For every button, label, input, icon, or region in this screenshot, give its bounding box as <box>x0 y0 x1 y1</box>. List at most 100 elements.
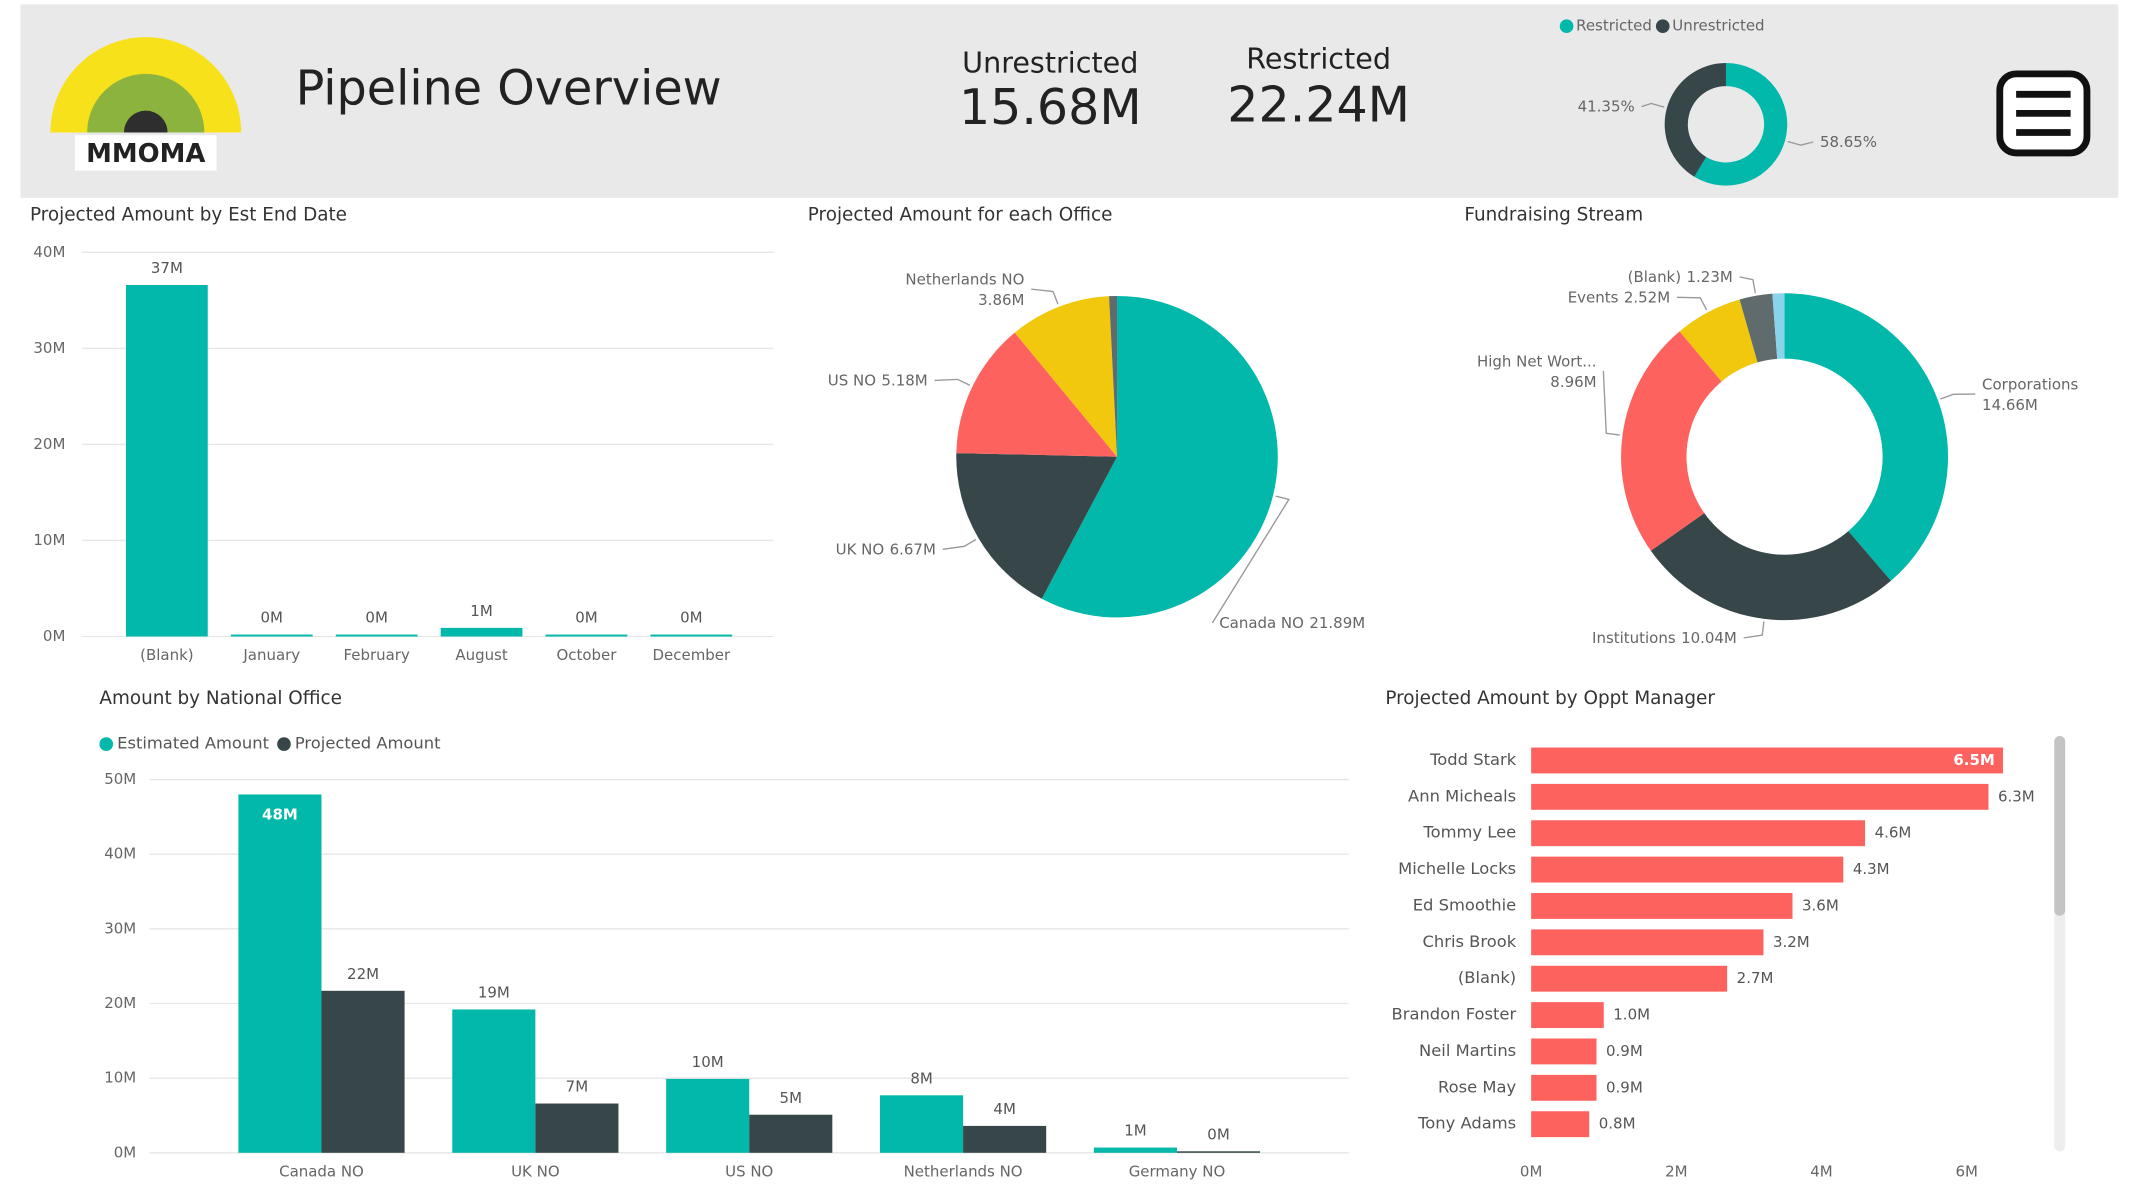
bar <box>535 1103 619 1153</box>
bar <box>1531 965 1728 992</box>
data-label: 19M <box>478 984 510 1002</box>
slice-label: Corporations 14.66M <box>1982 375 2078 413</box>
data-label: 0M <box>261 609 283 627</box>
slice-name: US NO <box>828 371 876 389</box>
y-tick-label: Chris Brook <box>1422 932 1516 951</box>
bar <box>1531 893 1793 919</box>
slice-value: 10.04M <box>1681 628 1737 646</box>
y-tick-label: (Blank) <box>1458 968 1516 987</box>
y-tick-label: Brandon Foster <box>1392 1005 1517 1024</box>
bar <box>880 1095 964 1153</box>
bar <box>1531 1038 1597 1065</box>
leader-line <box>1676 296 1708 311</box>
y-tick-label: 30M <box>104 919 136 937</box>
slice-label: (Blank) 1.23M <box>1628 267 1733 285</box>
y-tick-label: Todd Stark <box>1429 750 1517 769</box>
data-label: 0.8M <box>1599 1115 1636 1133</box>
slice <box>956 332 1118 457</box>
bar <box>452 1009 536 1153</box>
x-tick-label: Netherlands NO <box>904 1162 1023 1180</box>
chart-title: Projected Amount by Oppt Manager <box>1385 688 1715 709</box>
logo-arc <box>123 110 168 133</box>
bar <box>335 634 418 637</box>
slice-name: Netherlands NO <box>905 270 1024 288</box>
x-tick-label: December <box>653 646 731 664</box>
kpi-value: 15.68M <box>959 78 1142 136</box>
x-tick-label: 4M <box>1810 1162 1832 1180</box>
slice-name: Canada NO <box>1219 613 1304 631</box>
legend-label: Unrestricted <box>1672 17 1764 35</box>
y-tick-label: 0M <box>43 627 65 645</box>
y-tick-label: Neil Martins <box>1419 1041 1516 1060</box>
data-label: 22M <box>347 965 379 983</box>
leader-line <box>1211 495 1290 624</box>
slice <box>1014 296 1118 457</box>
legend-marker <box>1655 19 1670 34</box>
bar <box>963 1125 1047 1153</box>
y-tick-label: Ed Smoothie <box>1413 895 1516 914</box>
y-tick-label: 10M <box>33 531 65 549</box>
bar <box>238 794 322 1153</box>
x-tick-label: Canada NO <box>279 1162 364 1180</box>
slice-label: 41.35% <box>1578 97 1635 115</box>
slice-value: 1.23M <box>1687 267 1733 285</box>
x-tick-label: US NO <box>725 1162 773 1180</box>
legend-marker <box>277 737 291 751</box>
x-tick-label: January <box>242 646 300 664</box>
y-tick-label: 40M <box>33 243 65 261</box>
kpi-label: Unrestricted <box>962 45 1138 79</box>
chart-title: Amount by National Office <box>99 688 341 709</box>
scrollbar-thumb[interactable] <box>2054 735 2066 916</box>
chart-title: Projected Amount for each Office <box>808 205 1113 226</box>
data-label: 0M <box>680 609 702 627</box>
leader-line <box>934 378 971 386</box>
slice-value: 2.52M <box>1624 288 1670 306</box>
data-label: 0M <box>575 609 597 627</box>
data-label: 8M <box>910 1069 932 1087</box>
bar <box>230 634 313 637</box>
slice-name: High Net Wort... <box>1477 352 1597 370</box>
slice-value: 6.67M <box>890 540 936 558</box>
slice-label: Netherlands NO 3.86M <box>905 270 1024 308</box>
logo-plate <box>74 135 217 171</box>
kpi-value: 22.24M <box>1227 75 1410 133</box>
page-title: Pipeline Overview <box>296 62 722 117</box>
bar <box>1531 856 1844 883</box>
bar <box>1531 747 2003 774</box>
data-label: 0.9M <box>1606 1042 1643 1060</box>
y-tick-label: 0M <box>114 1143 136 1161</box>
data-label: 48M <box>262 805 298 823</box>
data-label: 6.5M <box>1953 751 1994 769</box>
leader-line <box>1940 393 1976 400</box>
bar <box>1531 929 1764 956</box>
data-label: 2.7M <box>1737 969 1774 987</box>
data-label: 0M <box>1207 1125 1229 1143</box>
y-tick-label: 50M <box>104 770 136 788</box>
slice <box>956 453 1118 599</box>
menu-button[interactable] <box>1996 70 2091 157</box>
y-tick-label: 20M <box>33 435 65 453</box>
slice-value: 41.35% <box>1578 97 1635 115</box>
legend-label: Restricted <box>1576 17 1652 35</box>
slice-label: Events 2.52M <box>1568 288 1670 306</box>
data-label: 3.2M <box>1773 933 1810 951</box>
legend-marker <box>99 737 114 751</box>
x-tick-label: August <box>455 646 508 664</box>
leader-line <box>942 538 977 550</box>
data-label: 3.6M <box>1802 896 1839 914</box>
data-label: 4.3M <box>1853 860 1890 878</box>
data-label: 1M <box>470 602 492 620</box>
slice <box>1784 293 1949 581</box>
y-tick-label: Michelle Locks <box>1398 859 1516 878</box>
data-label: 10M <box>692 1053 724 1071</box>
x-tick-label: February <box>343 646 409 664</box>
bar <box>1093 1147 1177 1153</box>
leader-line <box>1031 288 1059 305</box>
slice-value: 8.96M <box>1550 372 1596 390</box>
slice-name: Events <box>1568 288 1619 306</box>
bar <box>321 990 405 1153</box>
bar <box>1531 1111 1590 1138</box>
y-tick-label: Tony Adams <box>1417 1114 1516 1133</box>
bar <box>545 634 628 637</box>
